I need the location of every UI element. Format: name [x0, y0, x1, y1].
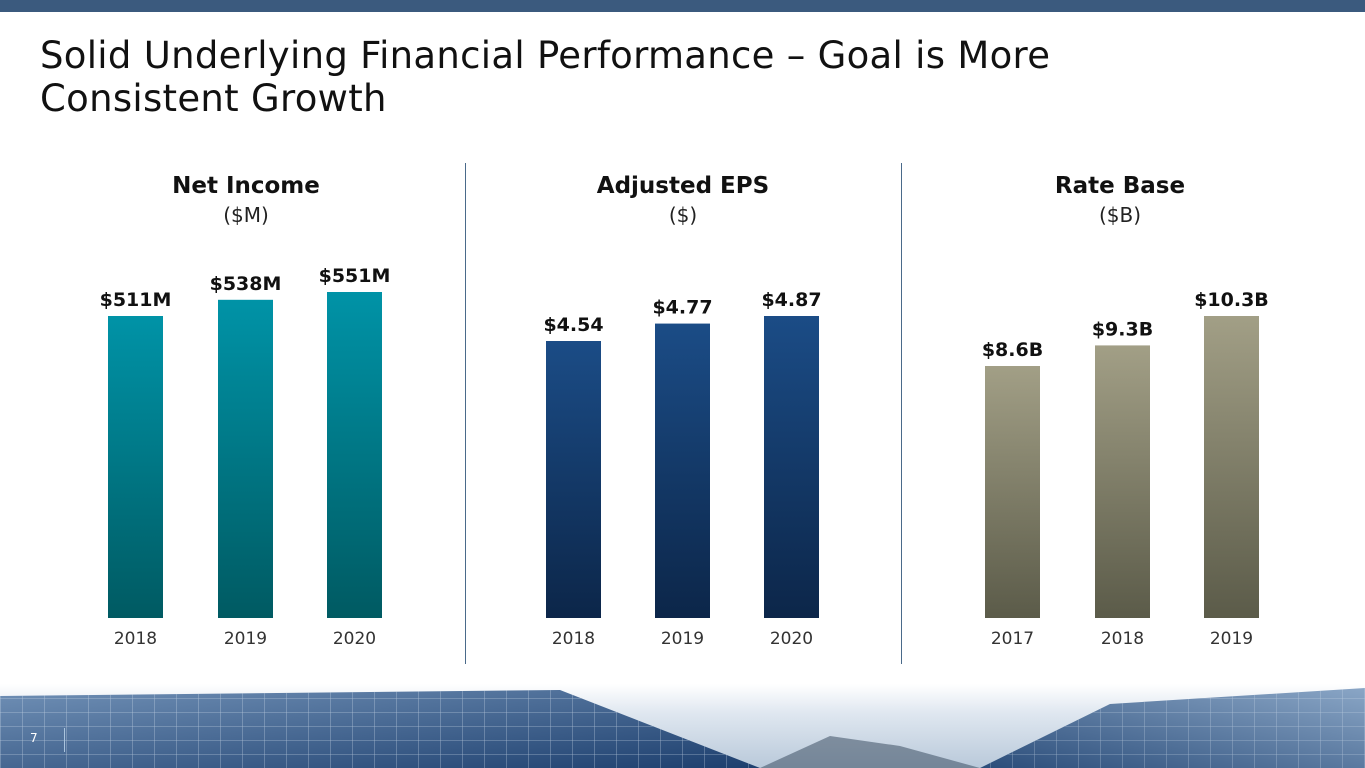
- bar-2019: [655, 323, 710, 618]
- page-number: 7: [30, 731, 38, 745]
- chart-title: Net Income: [172, 173, 320, 199]
- bar-2020: [764, 316, 819, 618]
- bar-2018: [1095, 345, 1150, 618]
- x-tick-label: 2018: [114, 629, 157, 649]
- solar-panels-image: [0, 684, 1365, 768]
- data-label: $8.6B: [982, 339, 1043, 361]
- chart-unit: ($B): [1099, 203, 1141, 227]
- bar-2017: [985, 366, 1040, 618]
- data-label: $538M: [210, 273, 282, 295]
- top-accent-bar: [0, 0, 1365, 12]
- x-tick-label: 2020: [333, 629, 376, 649]
- x-tick-label: 2018: [1101, 629, 1144, 649]
- data-label: $4.77: [652, 297, 712, 319]
- x-tick-label: 2018: [552, 629, 595, 649]
- x-tick-label: 2019: [1210, 629, 1253, 649]
- x-tick-label: 2019: [661, 629, 704, 649]
- chart-divider-1: [465, 163, 466, 664]
- data-label: $9.3B: [1092, 318, 1153, 340]
- x-tick-label: 2020: [770, 629, 813, 649]
- charts-area: Net Income ($M) $511M 2018 $538M 2019 $551M 202…: [100, 173, 1269, 649]
- data-label: $10.3B: [1194, 289, 1269, 311]
- chart-divider-2: [901, 163, 902, 664]
- bar-2020: [327, 292, 382, 618]
- chart-title: Rate Base: [1055, 173, 1185, 199]
- bar-2018: [546, 341, 601, 618]
- bar-2019: [1204, 316, 1259, 618]
- bar-2019: [218, 299, 273, 618]
- page-title: Solid Underlying Financial Performance –…: [40, 34, 1051, 120]
- data-label: $551M: [319, 265, 391, 287]
- data-label: $511M: [100, 289, 172, 311]
- chart-unit: ($M): [223, 203, 269, 227]
- page-number-separator: [64, 728, 65, 752]
- chart-unit: ($): [669, 203, 697, 227]
- data-label: $4.87: [761, 289, 821, 311]
- x-tick-label: 2017: [991, 629, 1034, 649]
- x-tick-label: 2019: [224, 629, 267, 649]
- data-label: $4.54: [543, 314, 603, 336]
- bar-2018: [108, 316, 163, 618]
- chart-title: Adjusted EPS: [597, 173, 769, 199]
